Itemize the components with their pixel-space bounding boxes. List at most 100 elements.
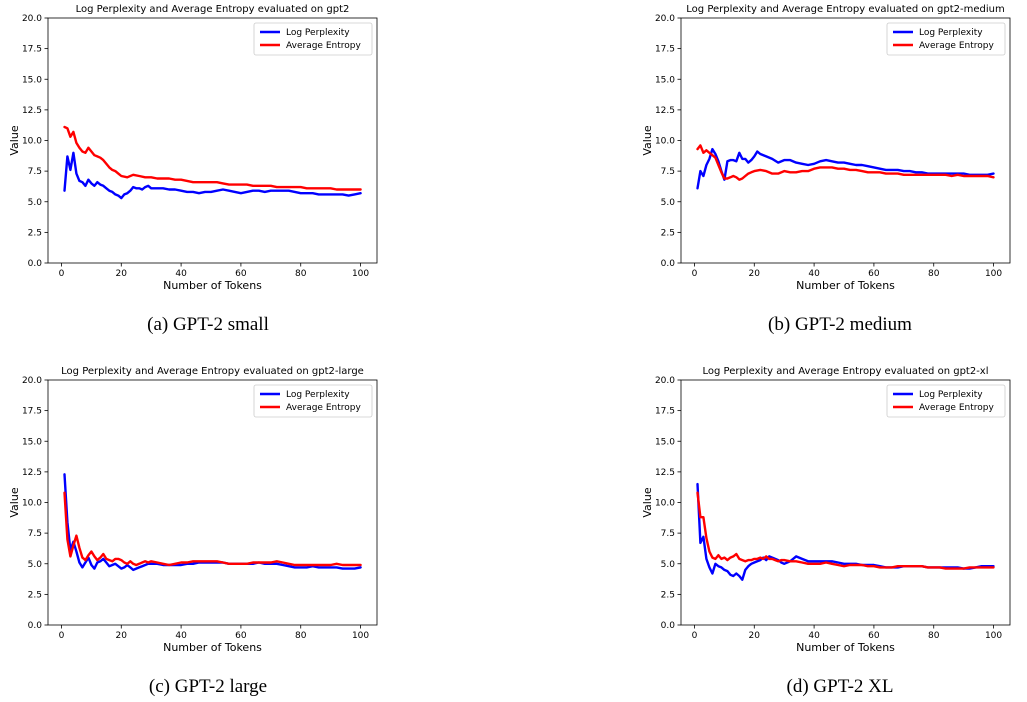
plot-frame (47, 17, 378, 264)
chart-title: Log Perplexity and Average Entropy evalu… (61, 366, 364, 377)
y-tick-label: 10.0 (655, 499, 675, 509)
series-line-average-entropy (63, 491, 362, 567)
y-tick-label: 7.5 (661, 167, 675, 177)
figure-caption: (d) GPT-2 XL (787, 676, 894, 697)
y-tick-label: 17.5 (22, 45, 42, 55)
figure-caption: (b) GPT-2 medium (768, 314, 912, 335)
y-tick-label: 15.0 (22, 437, 42, 447)
x-tick-label: 40 (175, 631, 187, 641)
chart-panel-2: Log Perplexity and Average Entropy evalu… (641, 4, 1011, 335)
y-tick-label: 5.0 (28, 560, 43, 570)
x-tick-label: 40 (808, 269, 820, 279)
x-tick-label: 20 (749, 631, 761, 641)
chart-title: Log Perplexity and Average Entropy evalu… (686, 4, 1004, 15)
y-tick-label: 2.5 (661, 590, 675, 600)
legend: Log Perplexity Average Entropy (253, 22, 373, 56)
legend-entry: Average Entropy (919, 41, 994, 51)
legend-box (253, 22, 373, 56)
x-tick-label: 100 (985, 269, 1002, 279)
figure-caption: (a) GPT-2 small (147, 314, 269, 335)
x-tick-label: 100 (985, 631, 1002, 641)
y-tick-label: 5.0 (661, 560, 676, 570)
y-axis-label: Value (8, 125, 21, 155)
x-tick-label: 40 (808, 631, 820, 641)
legend-entry: Average Entropy (286, 403, 361, 413)
y-tick-label: 2.5 (28, 590, 42, 600)
y-tick-label: 15.0 (22, 75, 42, 85)
y-tick-label: 15.0 (655, 75, 675, 85)
legend-entry: Average Entropy (919, 403, 994, 413)
x-tick-label: 40 (175, 269, 187, 279)
y-tick-label: 0.0 (28, 621, 43, 631)
plot-frame (47, 379, 378, 626)
x-axis-label: Number of Tokens (163, 279, 262, 292)
y-tick-label: 10.0 (655, 137, 675, 147)
y-tick-label: 7.5 (28, 529, 42, 539)
y-tick-label: 12.5 (655, 468, 675, 478)
series-line-average-entropy (696, 491, 995, 570)
x-tick-label: 0 (59, 631, 65, 641)
x-tick-label: 60 (868, 269, 880, 279)
legend: Log Perplexity Average Entropy (886, 22, 1006, 56)
chart-panel-3: Log Perplexity and Average Entropy evalu… (8, 366, 378, 697)
series-line-average-entropy (696, 144, 995, 181)
y-tick-label: 5.0 (661, 198, 676, 208)
x-tick-label: 80 (928, 631, 940, 641)
y-tick-label: 0.0 (28, 259, 43, 269)
legend-entry: Log Perplexity (286, 390, 350, 400)
x-tick-label: 0 (692, 269, 698, 279)
x-tick-label: 100 (352, 269, 369, 279)
y-tick-label: 10.0 (22, 499, 42, 509)
x-axis-label: Number of Tokens (796, 641, 895, 654)
x-tick-label: 0 (692, 631, 698, 641)
y-tick-label: 12.5 (22, 468, 42, 478)
legend-entry: Log Perplexity (919, 28, 983, 38)
y-axis-label: Value (641, 487, 654, 517)
legend: Log Perplexity Average Entropy (886, 384, 1006, 418)
chart-title: Log Perplexity and Average Entropy evalu… (76, 4, 350, 15)
legend-box (253, 384, 373, 418)
x-axis-label: Number of Tokens (796, 279, 895, 292)
y-tick-label: 17.5 (655, 45, 675, 55)
x-tick-label: 80 (295, 269, 307, 279)
x-tick-label: 60 (868, 631, 880, 641)
y-tick-label: 15.0 (655, 437, 675, 447)
x-tick-label: 60 (235, 269, 247, 279)
chart-title: Log Perplexity and Average Entropy evalu… (702, 366, 988, 377)
y-tick-label: 0.0 (661, 259, 676, 269)
chart-panel-4: Log Perplexity and Average Entropy evalu… (641, 366, 1011, 697)
x-tick-label: 20 (116, 631, 128, 641)
legend-entry: Log Perplexity (919, 390, 983, 400)
series-line-log-perplexity (63, 151, 362, 200)
x-tick-label: 20 (116, 269, 128, 279)
legend-box (886, 384, 1006, 418)
x-tick-label: 80 (295, 631, 307, 641)
legend-entry: Log Perplexity (286, 28, 350, 38)
legend-entry: Average Entropy (286, 41, 361, 51)
y-tick-label: 0.0 (661, 621, 676, 631)
y-tick-label: 2.5 (28, 228, 42, 238)
plot-frame (680, 17, 1011, 264)
y-tick-label: 20.0 (655, 14, 675, 24)
y-axis-label: Value (8, 487, 21, 517)
y-tick-label: 10.0 (22, 137, 42, 147)
plot-frame (680, 379, 1011, 626)
chart-panel-1: Log Perplexity and Average Entropy evalu… (8, 4, 378, 335)
legend-box (886, 22, 1006, 56)
y-tick-label: 5.0 (28, 198, 43, 208)
x-axis-label: Number of Tokens (163, 641, 262, 654)
series-line-average-entropy (63, 125, 362, 191)
y-axis-label: Value (641, 125, 654, 155)
x-tick-label: 0 (59, 269, 65, 279)
y-tick-label: 7.5 (28, 167, 42, 177)
figure-caption: (c) GPT-2 large (149, 676, 267, 697)
x-tick-label: 60 (235, 631, 247, 641)
y-tick-label: 17.5 (655, 407, 675, 417)
y-tick-label: 20.0 (655, 376, 675, 386)
x-tick-label: 80 (928, 269, 940, 279)
y-tick-label: 20.0 (22, 14, 42, 24)
y-tick-label: 2.5 (661, 228, 675, 238)
y-tick-label: 12.5 (22, 106, 42, 116)
y-tick-label: 12.5 (655, 106, 675, 116)
